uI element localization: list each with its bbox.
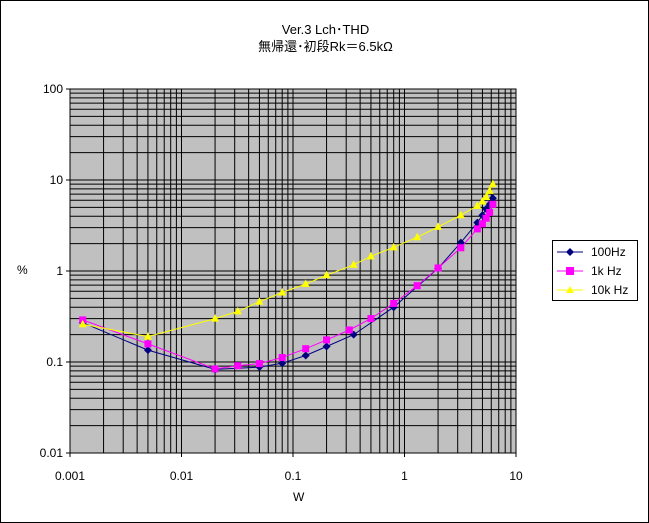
data-point — [489, 200, 497, 208]
y-axis-label: % — [17, 263, 28, 277]
data-point — [486, 208, 494, 216]
x-tick-label: 10 — [509, 469, 523, 483]
y-tick-label: 1 — [56, 264, 63, 278]
data-point — [211, 314, 220, 322]
data-point — [301, 279, 310, 287]
data-point — [457, 244, 465, 252]
x-tick-label: 0.001 — [55, 469, 85, 483]
data-point — [302, 345, 310, 353]
data-point — [413, 232, 422, 241]
legend-item-1khz: 1k Hz — [553, 262, 639, 280]
data-point — [255, 360, 263, 368]
x-axis-label: W — [293, 490, 305, 504]
data-point — [143, 346, 152, 355]
data-point — [143, 332, 152, 340]
legend-label-10khz: 10k Hz — [591, 283, 629, 297]
data-point — [278, 354, 286, 362]
data-point — [488, 179, 497, 188]
data-point — [389, 242, 398, 251]
y-tick-label: 100 — [43, 82, 63, 96]
data-point — [485, 186, 494, 194]
legend-label-100hz: 100Hz — [591, 245, 626, 259]
legend-label-1khz: 1k Hz — [591, 264, 622, 278]
y-tick-label: 10 — [50, 173, 64, 187]
data-point — [366, 251, 375, 260]
data-point — [278, 359, 287, 368]
y-tick-label: 0.1 — [46, 355, 63, 369]
data-point — [478, 197, 487, 205]
data-point — [478, 220, 486, 228]
data-point — [144, 340, 152, 348]
data-point — [322, 270, 331, 279]
data-point — [322, 342, 331, 351]
x-tick-label: 0.01 — [170, 469, 194, 483]
data-point — [456, 210, 465, 219]
data-point — [434, 222, 443, 230]
data-point — [301, 351, 310, 360]
x-tick-label: 1 — [401, 469, 408, 483]
data-point — [278, 288, 287, 296]
data-point — [345, 326, 353, 334]
data-point — [390, 299, 398, 307]
data-point — [482, 214, 490, 222]
data-point — [367, 315, 375, 323]
data-point — [78, 319, 87, 328]
x-tick-label: 0.1 — [285, 469, 302, 483]
data-point — [323, 336, 331, 344]
data-point — [233, 306, 242, 315]
data-point — [255, 297, 264, 305]
data-point — [488, 194, 497, 203]
data-point — [434, 264, 442, 272]
data-point — [211, 365, 219, 373]
data-point — [473, 225, 481, 233]
chart-title-line-1: Ver.3 Lch･THD — [281, 22, 370, 37]
legend-item-10khz: 10k Hz — [553, 281, 639, 299]
legend-item-100hz: 100Hz — [553, 243, 639, 261]
data-point — [234, 362, 242, 370]
data-point — [349, 260, 358, 268]
legend: 100Hz 1k Hz 10k Hz — [552, 240, 638, 301]
diamond-marker-icon — [557, 248, 583, 256]
data-point — [482, 192, 491, 201]
square-marker-icon — [557, 267, 583, 275]
data-point — [413, 282, 421, 290]
triangle-marker-icon — [557, 286, 583, 293]
chart-title-line-2: 無帰還･初段Rk＝6.5kΩ — [258, 39, 393, 54]
y-tick-label: 0.01 — [40, 446, 64, 460]
data-point — [473, 201, 482, 209]
